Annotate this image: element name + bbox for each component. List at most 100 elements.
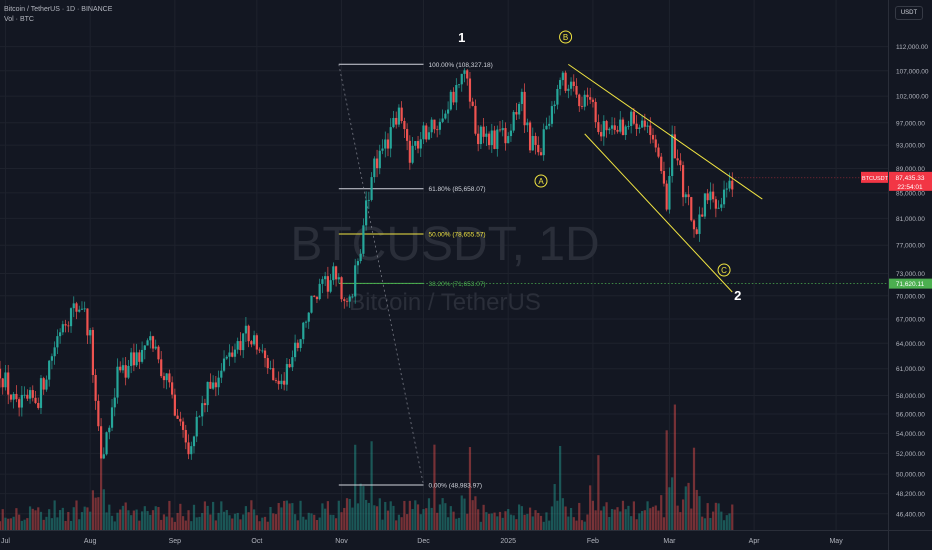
volume-bar <box>89 511 92 530</box>
candle-body <box>613 125 616 130</box>
volume-bar <box>329 514 332 530</box>
volume-bar <box>403 500 406 530</box>
volume-bar <box>684 486 687 530</box>
volume-bar <box>321 503 324 530</box>
candle-body <box>471 101 474 106</box>
volume-bar <box>307 512 310 530</box>
volume-bar <box>359 483 362 530</box>
time-tick-label: May <box>829 538 843 545</box>
candle-body <box>460 73 463 85</box>
candle-body <box>433 119 436 130</box>
wave-overlays[interactable]: 71,620.11 BTCUSDT 87,435.33 22:54:01 1 2 B A C <box>338 30 932 303</box>
volume-bar <box>651 506 655 530</box>
price-tick-label: 93,000.00 <box>896 143 925 150</box>
volume-bar <box>406 514 409 530</box>
candle-body <box>201 403 204 417</box>
candle-body <box>18 399 21 408</box>
volume-bar <box>564 506 567 530</box>
volume-bar <box>157 507 160 530</box>
volume-bar <box>78 519 81 530</box>
time-tick-label: 2025 <box>500 538 516 545</box>
volume-bar <box>151 510 155 530</box>
price-tick-label: 67,000.00 <box>896 316 925 323</box>
candle-body <box>411 145 414 163</box>
candle-body <box>479 126 482 145</box>
volume-bar <box>108 504 111 530</box>
candle-body <box>171 382 174 395</box>
candle-body <box>231 352 234 357</box>
volume-bar <box>449 506 452 530</box>
volume-bar <box>668 487 671 530</box>
candle-body <box>684 194 687 198</box>
candle-body <box>589 97 592 100</box>
candle-body <box>99 426 103 459</box>
time-tick-label: Jul <box>1 538 10 545</box>
candle-body <box>217 377 220 388</box>
candle-body <box>365 200 368 226</box>
candle-body <box>712 191 715 200</box>
volume-bar <box>64 520 67 530</box>
volume-bar <box>635 519 638 530</box>
candle-body <box>493 130 496 149</box>
candle-body <box>1 378 4 388</box>
volume-bar <box>490 513 493 530</box>
candle-body <box>253 335 256 345</box>
candle-body <box>496 129 499 149</box>
volume-bar <box>326 501 329 530</box>
candle-body <box>86 308 89 336</box>
volume-bar <box>479 521 482 530</box>
candle-body <box>228 352 231 357</box>
volume-bar <box>192 504 196 530</box>
currency-button[interactable]: USDT <box>895 6 923 20</box>
candle-body <box>539 152 543 156</box>
volume-bar <box>127 510 130 530</box>
volume-bar <box>209 514 212 530</box>
candle-body <box>146 340 149 346</box>
candle-body <box>140 349 144 362</box>
volume-bar <box>624 509 627 530</box>
candle-body <box>119 366 122 371</box>
candle-body <box>198 416 201 418</box>
volume-bar <box>324 508 327 530</box>
support-price-tag <box>889 278 932 289</box>
candle-body <box>269 368 272 369</box>
candle-body <box>299 339 302 349</box>
volume-bar <box>274 514 278 530</box>
candle-body <box>463 70 466 74</box>
candle-body <box>97 400 100 427</box>
candle-body <box>31 390 34 398</box>
volume-bar <box>86 507 89 530</box>
volume-bar <box>575 520 578 530</box>
candle-body <box>534 136 537 145</box>
candle-body <box>640 120 644 128</box>
candle-body <box>427 132 431 140</box>
volume-bars <box>0 404 734 530</box>
volume-bar <box>600 510 603 530</box>
price-tick-label: 85,000.00 <box>896 190 925 197</box>
volume-bar <box>143 506 146 530</box>
candle-body <box>687 194 690 198</box>
fib-trend-line <box>338 64 424 486</box>
candle-body <box>283 380 286 385</box>
volume-bar <box>72 507 75 530</box>
volume-bar <box>425 508 428 530</box>
volume-bar <box>501 517 504 530</box>
candle-body <box>728 180 731 189</box>
volume-bar <box>318 517 321 530</box>
volume-bar <box>296 520 299 530</box>
candle-body <box>466 70 469 79</box>
candle-body <box>9 394 13 400</box>
candle-body <box>165 373 168 381</box>
wave-c-label-circle <box>717 263 731 277</box>
time-tick-label: Dec <box>417 538 430 545</box>
volume-bar <box>236 512 239 530</box>
volume-bar <box>482 504 485 530</box>
volume-bar <box>441 498 444 530</box>
candle-body <box>225 356 228 359</box>
candle-body <box>266 358 269 369</box>
candle-body <box>548 123 551 126</box>
fib-level-label: 61.80% (85,658.07) <box>429 186 486 193</box>
candle-body <box>321 279 324 284</box>
volume-bar <box>589 485 592 530</box>
